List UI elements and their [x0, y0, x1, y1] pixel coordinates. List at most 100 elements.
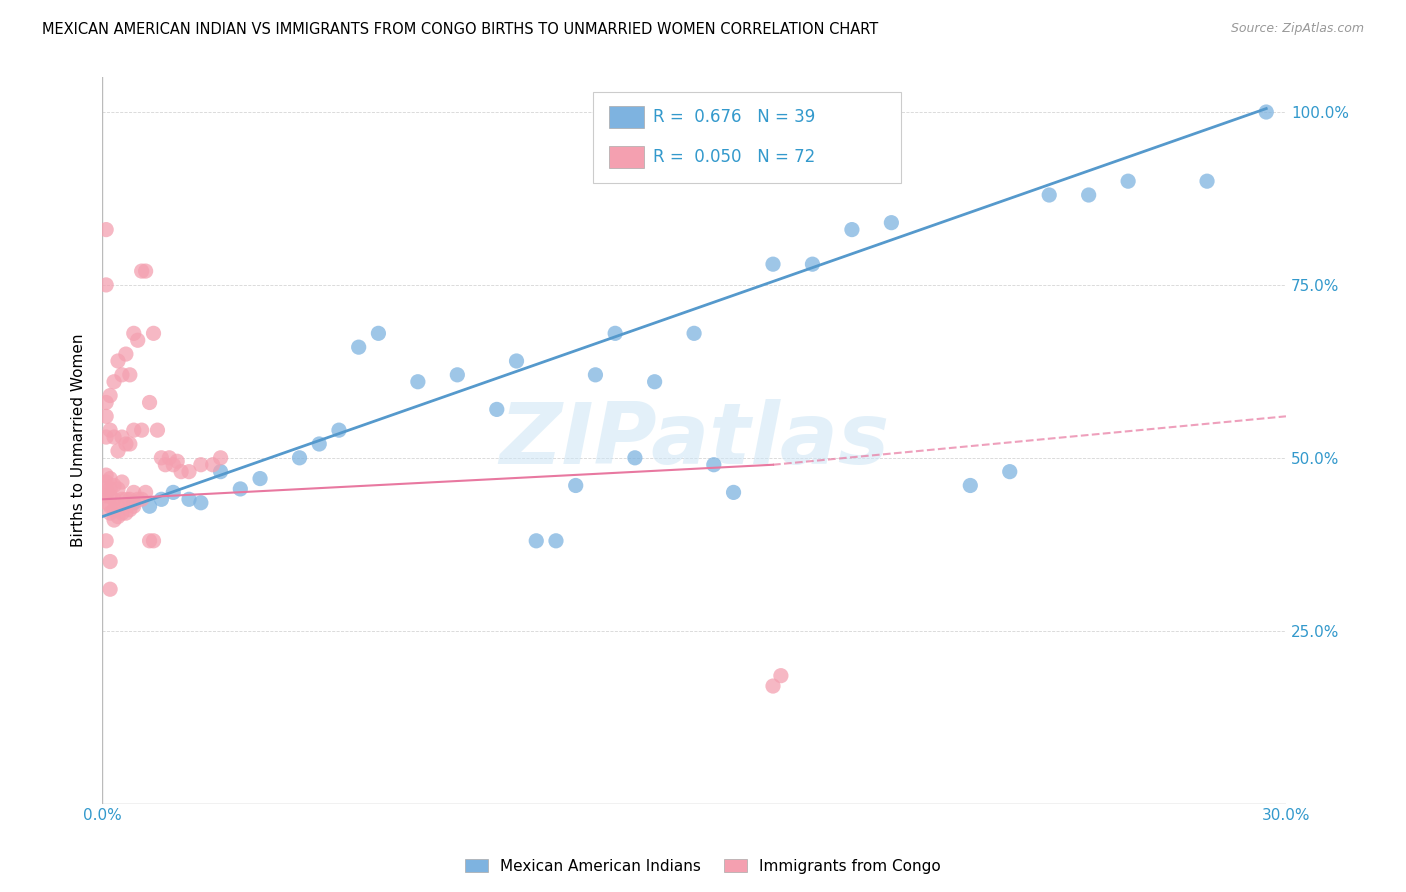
Point	[111, 506, 134, 520]
Point	[367, 326, 389, 341]
Point	[96, 222, 118, 236]
Point	[177, 465, 200, 479]
Point	[115, 437, 138, 451]
Point	[111, 430, 134, 444]
Point	[96, 409, 118, 424]
Text: Source: ZipAtlas.com: Source: ZipAtlas.com	[1230, 22, 1364, 36]
FancyBboxPatch shape	[593, 92, 901, 183]
Point	[96, 482, 118, 496]
Point	[762, 257, 785, 271]
Point	[103, 430, 125, 444]
Point	[118, 492, 141, 507]
Point	[96, 430, 118, 444]
Point	[111, 475, 134, 489]
Point	[115, 492, 138, 507]
Point	[190, 458, 212, 472]
Point	[96, 395, 118, 409]
Point	[347, 340, 370, 354]
Point	[107, 443, 129, 458]
Point	[122, 496, 145, 510]
Point	[142, 326, 165, 341]
Point	[249, 472, 271, 486]
Point	[162, 458, 184, 472]
Point	[98, 506, 121, 520]
Point	[96, 489, 118, 503]
Point	[505, 354, 527, 368]
Point	[122, 485, 145, 500]
Point	[118, 368, 141, 382]
Point	[98, 500, 121, 514]
Point	[880, 216, 903, 230]
Point	[98, 388, 121, 402]
Point	[131, 264, 153, 278]
Point	[762, 679, 785, 693]
Point	[485, 402, 508, 417]
Point	[111, 492, 134, 507]
Point	[103, 513, 125, 527]
Point	[209, 450, 232, 465]
Point	[107, 509, 129, 524]
Point	[103, 478, 125, 492]
Point	[131, 492, 153, 507]
Point	[98, 582, 121, 597]
Point	[544, 533, 567, 548]
Legend: Mexican American Indians, Immigrants from Congo: Mexican American Indians, Immigrants fro…	[458, 853, 948, 880]
Point	[998, 465, 1021, 479]
Point	[328, 423, 350, 437]
Point	[157, 450, 180, 465]
Point	[446, 368, 468, 382]
Point	[96, 475, 118, 489]
Point	[142, 533, 165, 548]
FancyBboxPatch shape	[609, 146, 644, 169]
Point	[98, 482, 121, 496]
Point	[1195, 174, 1218, 188]
Point	[107, 482, 129, 496]
Point	[190, 496, 212, 510]
Point	[583, 368, 606, 382]
Point	[150, 450, 173, 465]
Point	[1116, 174, 1139, 188]
Point	[166, 454, 188, 468]
Point	[122, 326, 145, 341]
Text: R =  0.676   N = 39: R = 0.676 N = 39	[652, 109, 815, 127]
Point	[98, 555, 121, 569]
Point	[135, 264, 157, 278]
Point	[138, 500, 160, 514]
Point	[841, 222, 863, 236]
Point	[162, 485, 184, 500]
Point	[683, 326, 706, 341]
Point	[118, 502, 141, 516]
Point	[564, 478, 586, 492]
Point	[96, 496, 118, 510]
Point	[96, 468, 118, 483]
Point	[115, 347, 138, 361]
Point	[103, 502, 125, 516]
Point	[605, 326, 627, 341]
Point	[107, 500, 129, 514]
Point	[524, 533, 547, 548]
Point	[131, 423, 153, 437]
Point	[96, 277, 118, 292]
Point	[288, 450, 311, 465]
Point	[138, 533, 160, 548]
Point	[127, 333, 149, 347]
Point	[135, 485, 157, 500]
Point	[118, 437, 141, 451]
Point	[107, 354, 129, 368]
Point	[127, 492, 149, 507]
Point	[111, 368, 134, 382]
Point	[723, 485, 745, 500]
Point	[150, 492, 173, 507]
Text: ZIPatlas: ZIPatlas	[499, 399, 889, 482]
Point	[96, 533, 118, 548]
FancyBboxPatch shape	[609, 106, 644, 128]
Point	[209, 465, 232, 479]
Point	[98, 423, 121, 437]
Point	[103, 492, 125, 507]
Text: MEXICAN AMERICAN INDIAN VS IMMIGRANTS FROM CONGO BIRTHS TO UNMARRIED WOMEN CORRE: MEXICAN AMERICAN INDIAN VS IMMIGRANTS FR…	[42, 22, 879, 37]
Point	[769, 668, 792, 682]
Point	[624, 450, 647, 465]
Point	[644, 375, 666, 389]
Point	[155, 458, 177, 472]
Point	[1038, 188, 1060, 202]
